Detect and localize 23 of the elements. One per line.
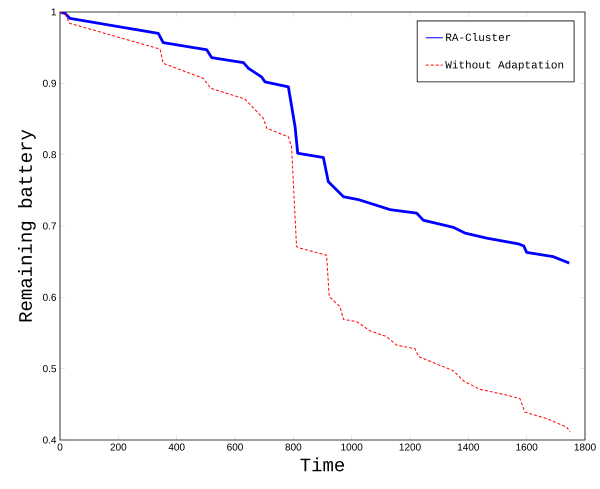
x-tick-label: 1000 [341, 444, 362, 451]
line-series [60, 12, 571, 264]
x-axis-title: Time [300, 457, 344, 472]
y-axis-title: Remaining battery [18, 130, 36, 322]
x-tick-label: 600 [227, 444, 243, 451]
line-series [60, 12, 571, 433]
y-tick-label: 0.9 [42, 80, 56, 87]
y-tick-label: 1 [52, 8, 56, 16]
legend-label: RA-Cluster [446, 32, 510, 42]
x-tick-label: 1400 [458, 444, 480, 451]
x-tick-label: 400 [168, 444, 185, 451]
y-tick-label: 0.4 [42, 436, 56, 444]
y-tick-label: 0.7 [42, 222, 56, 230]
x-tick-label: 200 [110, 444, 126, 451]
x-tick-label: 0 [58, 444, 62, 451]
x-tick-label: 1200 [400, 444, 421, 451]
y-tick-label: 0.5 [42, 365, 56, 372]
y-tick-label: 0.8 [42, 151, 56, 158]
x-tick-label: 800 [285, 444, 302, 451]
y-tick-label: 0.6 [42, 294, 56, 301]
legend-label: Without Adaptation [445, 60, 564, 71]
x-tick-label: 1600 [516, 444, 538, 451]
x-tick-label: 1800 [574, 444, 596, 451]
